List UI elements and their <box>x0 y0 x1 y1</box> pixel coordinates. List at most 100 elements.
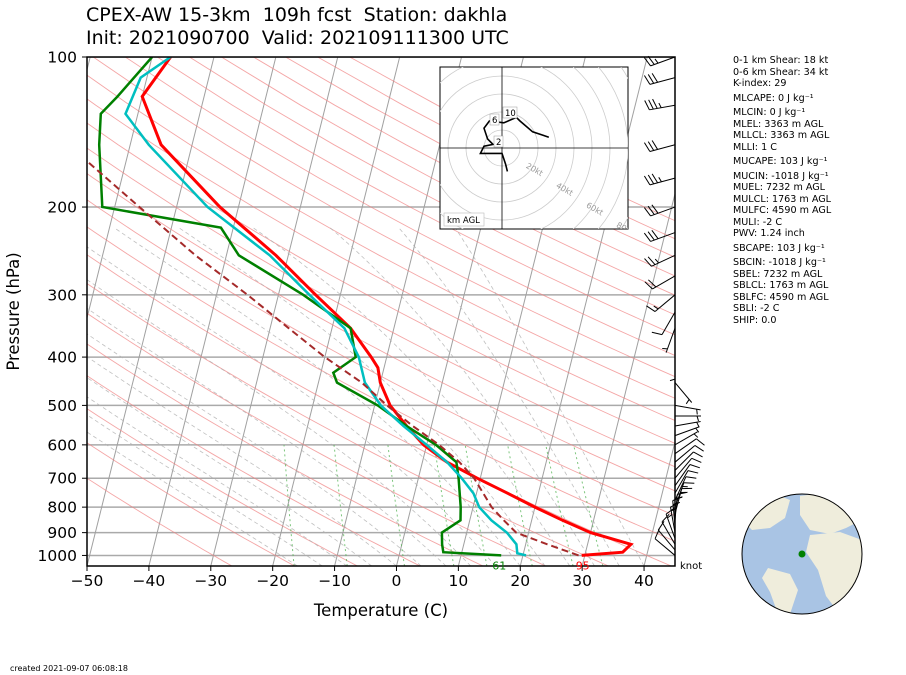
wind-barb <box>644 98 676 111</box>
wind-barb <box>644 254 676 267</box>
wind-barb <box>674 476 697 501</box>
parcel-line <box>87 159 579 557</box>
index-line: SBLI: -2 C <box>733 303 780 314</box>
hodograph-height-box <box>493 135 504 148</box>
isotherm-line <box>87 57 215 566</box>
created-timestamp: created 2021-09-07 06:08:18 <box>10 664 128 673</box>
hodograph-trace <box>479 116 550 172</box>
dry-adiabat-line <box>92 57 675 378</box>
indices-panel: 0-1 km Shear: 18 kt 0-6 km Shear: 34 kt K-… <box>733 55 831 326</box>
index-line: K-index: 29 <box>733 78 787 89</box>
mixing-ratio-line <box>573 444 604 566</box>
dry-adiabat-line <box>125 57 675 357</box>
x-tick-label: 40 <box>634 572 654 590</box>
dry-adiabat-line <box>253 57 675 277</box>
wind-barb <box>674 426 700 437</box>
wind-barb <box>661 513 676 545</box>
dry-adiabat-line <box>87 147 675 468</box>
isotherm-line <box>210 57 339 566</box>
index-line: SBEL: 7232 m AGL <box>733 268 823 280</box>
chart-title-line2: Init: 2021090700 Valid: 202109111300 UTC <box>86 27 509 49</box>
hodograph-height-box <box>489 113 500 126</box>
wind-barb <box>643 230 676 242</box>
globe-land-south-america <box>762 568 798 614</box>
wind-barb <box>674 457 702 479</box>
dry-adiabat-line <box>87 98 675 422</box>
index-line: MLCIN: 0 J kg⁻¹ <box>733 107 806 118</box>
globe-map <box>741 493 863 615</box>
dry-adiabat-line <box>189 57 675 316</box>
index-line: SBLCL: 1763 m AGL <box>733 280 829 291</box>
moist-adiabat-line <box>87 377 372 566</box>
moist-adiabat-line <box>87 246 496 566</box>
moist-adiabat-line <box>87 396 348 566</box>
y-tick-label: 900 <box>47 524 77 542</box>
wind-barb <box>674 404 701 415</box>
plot-frame <box>86 56 676 567</box>
dewpoint-line <box>97 57 502 557</box>
wind-barb <box>674 464 700 487</box>
hodograph-unit-box <box>443 212 485 227</box>
x-tick-label: 30 <box>572 572 592 590</box>
x-tick-label: −40 <box>133 572 166 590</box>
x-axis-label: Temperature (C) <box>313 601 448 620</box>
dry-adiabat-line <box>87 375 421 566</box>
index-line: MUCIN: -1018 J kg⁻¹ <box>733 170 829 182</box>
dry-adiabat-line <box>87 226 675 542</box>
surface-dewpoint-label: 61 <box>492 559 506 572</box>
hodograph-unit-label: km AGL <box>447 216 480 226</box>
station-marker <box>798 550 806 558</box>
x-tick-label: −50 <box>71 572 104 590</box>
index-line: SHIP: 0.0 <box>733 314 777 326</box>
dry-adiabat-line <box>87 477 233 566</box>
wind-barb <box>643 173 676 186</box>
wind-barb <box>674 470 699 494</box>
dry-adiabat-line <box>87 408 358 566</box>
dry-adiabat-line <box>87 343 484 566</box>
y-tick-label: 300 <box>47 286 77 304</box>
index-line: MUCAPE: 103 J kg⁻¹ <box>733 156 828 167</box>
index-line: MULCL: 1763 m AGL <box>733 193 832 205</box>
wind-barb <box>643 73 676 85</box>
moist-adiabat-line <box>87 356 397 566</box>
mixing-ratio-line <box>545 444 574 566</box>
moist-adiabat-line <box>87 279 471 566</box>
index-line: MLCAPE: 0 J kg⁻¹ <box>733 92 814 104</box>
moist-adiabat-line <box>87 431 298 566</box>
y-tick-label: 500 <box>47 397 77 415</box>
dry-adiabat-line <box>87 199 675 517</box>
isotherm-line <box>272 57 401 566</box>
isotherm-line <box>148 57 277 566</box>
wind-barb <box>644 275 676 290</box>
wind-barb <box>674 482 695 508</box>
mixing-ratio-line <box>387 444 405 566</box>
dry-adiabat-line <box>221 57 675 296</box>
index-line: SBCAPE: 103 J kg⁻¹ <box>733 242 825 254</box>
chart-title-line1: CPEX-AW 15-3km 109h fcst Station: dakhla <box>86 4 508 26</box>
mixing-ratio-line <box>464 444 488 566</box>
wind-barb <box>643 55 676 67</box>
index-line: MLLI: 1 C <box>733 141 777 153</box>
dry-adiabat-line <box>157 57 675 336</box>
index-line: SBCIN: -1018 J kg⁻¹ <box>733 257 826 268</box>
wind-barb <box>651 311 676 336</box>
y-axis-label: Pressure (hPa) <box>4 252 23 370</box>
x-tick-label: 10 <box>449 572 469 590</box>
dry-adiabat-line <box>87 74 675 399</box>
surface-temperature-label: 95 <box>576 559 590 572</box>
wind-barb <box>674 438 705 455</box>
wind-barb <box>674 382 693 405</box>
index-line: MULFC: 4590 m AGL <box>733 205 832 216</box>
wind-barb <box>674 421 701 428</box>
dry-adiabat-line <box>87 442 295 566</box>
wind-barb <box>675 415 701 422</box>
moist-adiabat-line <box>87 307 447 566</box>
mixing-ratio-line <box>333 444 348 566</box>
y-tick-label: 800 <box>47 499 77 517</box>
barb-unit-label: knot <box>680 561 702 572</box>
mixing-ratio-line <box>507 444 533 566</box>
mixing-ratio-line <box>283 444 295 566</box>
y-tick-label: 400 <box>47 349 77 367</box>
